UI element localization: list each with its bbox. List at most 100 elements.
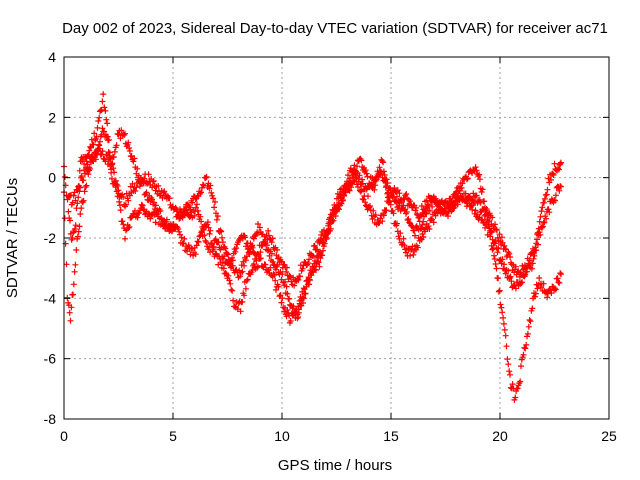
data-point: [492, 261, 499, 267]
data-point: [293, 306, 300, 313]
data-point: [410, 251, 417, 258]
data-point: [100, 91, 107, 98]
data-point: [129, 180, 136, 187]
data-point: [552, 197, 558, 204]
data-point: [350, 174, 357, 181]
data-point: [294, 315, 301, 322]
data-point: [172, 223, 179, 230]
data-point: [403, 191, 410, 197]
data-point: [454, 201, 461, 208]
data-point: [300, 294, 306, 301]
data-point: [502, 332, 509, 339]
data-point: [523, 264, 530, 271]
data-point: [215, 239, 222, 245]
data-point: [211, 204, 218, 211]
data-point: [367, 203, 373, 209]
data-point: [74, 233, 81, 240]
data-point: [346, 175, 353, 182]
data-point: [104, 120, 111, 127]
data-point: [337, 194, 344, 201]
data-point: [555, 166, 562, 173]
data-point: [195, 239, 202, 245]
data-point: [61, 174, 68, 180]
data-point: [533, 247, 540, 254]
data-point: [255, 221, 261, 227]
data-point: [125, 224, 132, 231]
data-point: [351, 171, 358, 178]
data-point: [358, 157, 365, 164]
data-point: [305, 260, 312, 267]
data-point: [210, 195, 217, 202]
data-point: [122, 130, 128, 137]
data-point: [312, 260, 319, 267]
data-point: [403, 249, 409, 256]
data-point: [75, 194, 82, 201]
data-point: [284, 290, 291, 297]
data-point: [474, 211, 481, 218]
data-point: [327, 225, 334, 232]
data-point: [316, 263, 323, 270]
data-point: [413, 204, 420, 211]
data-point: [126, 224, 133, 230]
data-point: [495, 245, 502, 252]
data-point: [506, 368, 513, 375]
x-axis-label: GPS time / hours: [278, 457, 392, 474]
data-point: [477, 199, 484, 206]
data-point: [362, 199, 369, 206]
data-point: [539, 204, 546, 211]
data-point: [265, 227, 272, 234]
data-point: [198, 218, 205, 225]
data-point: [384, 190, 391, 197]
data-point: [372, 212, 379, 218]
data-point: [99, 125, 106, 132]
data-point: [227, 280, 234, 287]
data-point: [221, 253, 228, 260]
data-point: [383, 207, 390, 214]
data-point: [336, 202, 343, 209]
data-point: [150, 178, 157, 184]
data-point: [472, 164, 479, 171]
data-point: [273, 286, 279, 293]
data-point: [225, 272, 232, 279]
data-point: [149, 178, 156, 185]
data-point: [76, 167, 83, 174]
data-point: [401, 242, 408, 249]
data-point: [527, 318, 534, 325]
data-point: [327, 220, 334, 227]
data-point: [125, 197, 132, 204]
data-point: [203, 239, 210, 246]
data-point: [295, 276, 302, 283]
data-point: [314, 246, 321, 253]
data-point: [77, 184, 84, 191]
data-point: [219, 234, 225, 241]
data-point: [166, 195, 173, 202]
data-point: [181, 235, 188, 242]
data-point: [390, 189, 397, 196]
data-point: [525, 260, 532, 267]
data-point: [546, 209, 553, 216]
data-point: [120, 221, 127, 228]
data-point: [187, 251, 194, 258]
y-tick-label: -4: [44, 290, 57, 306]
data-point: [396, 200, 403, 207]
data-point: [191, 212, 198, 219]
data-point: [202, 174, 209, 181]
data-point: [528, 265, 535, 272]
data-point: [383, 176, 390, 183]
data-point: [295, 314, 302, 321]
data-point: [476, 171, 483, 178]
data-point: [339, 197, 346, 204]
data-point: [426, 207, 433, 214]
data-point: [176, 215, 183, 222]
data-point: [541, 199, 547, 206]
data-point: [472, 207, 479, 214]
y-tick-label: 2: [48, 109, 56, 125]
data-point: [376, 164, 383, 171]
data-point: [168, 228, 175, 235]
data-point: [81, 188, 88, 195]
data-point: [92, 137, 99, 144]
data-point: [244, 240, 251, 247]
data-point: [97, 138, 103, 145]
data-point: [464, 175, 471, 182]
